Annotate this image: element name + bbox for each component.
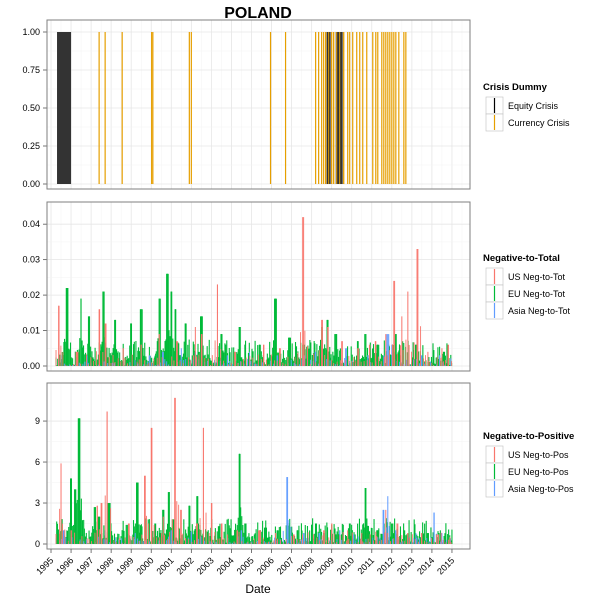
y-tick-label: 0.75: [22, 65, 40, 75]
x-tick-label: 2000: [134, 555, 155, 576]
y-tick-label: 6: [35, 457, 40, 467]
y-tick-label: 0.25: [22, 141, 40, 151]
y-tick-label: 0.03: [22, 255, 40, 265]
legend-label: US Neg-to-Tot: [508, 272, 566, 282]
y-tick-label: 0.50: [22, 103, 40, 113]
chart-title: POLAND: [224, 5, 292, 22]
x-tick-label: 2007: [275, 555, 296, 576]
panel-background: [47, 202, 470, 371]
legend-title: Crisis Dummy: [483, 82, 548, 93]
x-tick-label: 2014: [415, 555, 436, 576]
panel-3: 0 3 6 9: [35, 382, 471, 550]
legend-3: Negative-to-Positive US Neg-to-Pos EU Neg-…: [483, 431, 574, 498]
legend-label: EU Neg-to-Pos: [508, 467, 569, 477]
x-tick-label: 1997: [74, 555, 95, 576]
legend-2: Negative-to-Total US Neg-to-Tot EU Neg-to-…: [483, 253, 571, 320]
legend-1: Crisis Dummy Equity Crisis Currency Crisis: [483, 82, 570, 132]
x-tick-label: 2015: [435, 555, 456, 576]
legend-label: US Neg-to-Pos: [508, 450, 569, 460]
y-tick-label: 1.00: [22, 27, 40, 37]
x-tick-label: 2009: [315, 555, 336, 576]
x-tick-label: 2003: [195, 555, 216, 576]
panel-border: [46, 19, 471, 190]
x-tick-label: 1996: [54, 555, 75, 576]
panel-2: 0.00 0.01 0.02 0.03 0.04: [22, 201, 471, 372]
x-tick-label: 2001: [154, 555, 175, 576]
x-tick-label: 2002: [175, 555, 196, 576]
x-tick-label: 2006: [255, 555, 276, 576]
y-tick-label: 0.01: [22, 326, 40, 336]
chart-panels: 0.00 0.25 0.50 0.75 1.00 0.00 0.01 0.02 0.03 0.04…: [22, 19, 471, 550]
y-tick-label: 0.00: [22, 179, 40, 189]
y-tick-label: 9: [35, 416, 40, 426]
y-tick-label: 0.02: [22, 290, 40, 300]
equity-crisis-bar: [57, 32, 72, 184]
x-tick-label: 2012: [375, 555, 396, 576]
panel-border: [46, 382, 471, 550]
x-tick-label: 2013: [395, 555, 416, 576]
legend-label: Currency Crisis: [508, 118, 570, 128]
legends: Crisis Dummy Equity Crisis Currency Crisis…: [483, 82, 574, 498]
panel-border: [46, 201, 471, 372]
panel-1: 0.00 0.25 0.50 0.75 1.00: [22, 19, 471, 190]
panel-background: [47, 383, 470, 549]
y-tick-label: 0.00: [22, 361, 40, 371]
legend-label: Asia Neg-to-Tot: [508, 306, 571, 316]
y-tick-label: 0: [35, 539, 40, 549]
legend-title: Negative-to-Positive: [483, 431, 574, 442]
x-axis: 1995199619971998199920002001200220032004…: [34, 549, 456, 577]
x-tick-label: 2008: [295, 555, 316, 576]
legend-label: Asia Neg-to-Pos: [508, 484, 574, 494]
legend-label: Equity Crisis: [508, 101, 559, 111]
panel-background: [47, 20, 470, 189]
x-tick-label: 2010: [335, 555, 356, 576]
legend-title: Negative-to-Total: [483, 253, 560, 264]
x-tick-label: 1999: [114, 555, 135, 576]
x-tick-label: 1995: [34, 555, 55, 576]
x-tick-label: 2005: [235, 555, 256, 576]
x-tick-label: 2004: [215, 555, 236, 576]
x-tick-label: 2011: [355, 555, 376, 576]
x-tick-label: 1998: [94, 555, 115, 576]
y-tick-label: 3: [35, 498, 40, 508]
y-tick-label: 0.04: [22, 219, 40, 229]
equity-crisis-bar: [335, 32, 343, 184]
legend-label: EU Neg-to-Tot: [508, 289, 566, 299]
x-axis-label: Date: [245, 582, 271, 596]
